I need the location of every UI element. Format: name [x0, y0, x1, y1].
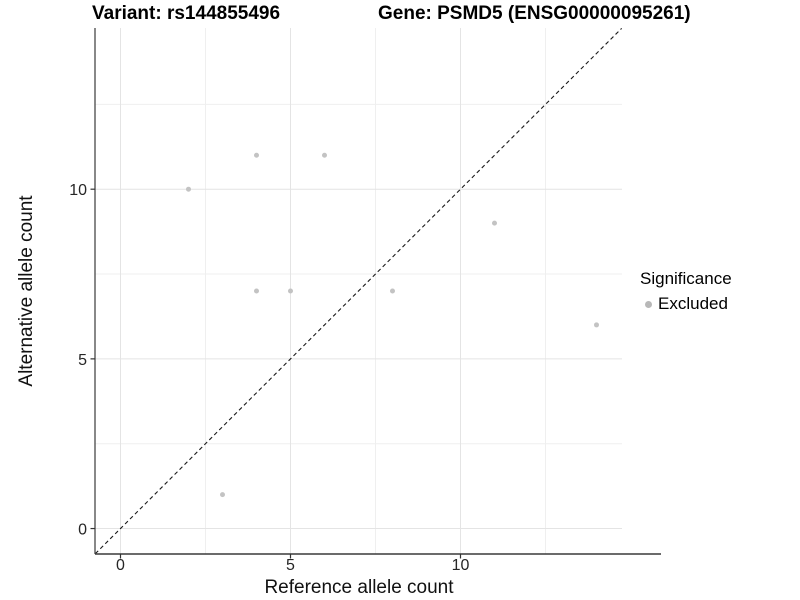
- data-point: [186, 186, 191, 192]
- variant-title: Variant: rs144855496: [92, 3, 281, 24]
- legend-item-excluded: Excluded: [640, 295, 732, 314]
- y-tick-label: 5: [78, 352, 87, 369]
- data-point: [254, 288, 259, 294]
- identity-line: [94, 27, 623, 555]
- data-point: [390, 288, 395, 294]
- legend: Significance Excluded: [640, 269, 732, 314]
- legend-item-label: Excluded: [658, 294, 728, 314]
- data-point: [492, 220, 497, 226]
- data-point: [322, 152, 327, 158]
- data-point: [220, 492, 225, 498]
- excluded-point-icon: [645, 301, 652, 309]
- y-tick-label: 10: [69, 182, 87, 199]
- legend-title: Significance: [640, 269, 732, 288]
- gene-title: Gene: PSMD5 (ENSG00000095261): [378, 3, 691, 24]
- data-point: [594, 322, 599, 328]
- y-tick-label: 0: [78, 522, 87, 539]
- x-tick-label: 10: [452, 557, 470, 574]
- data-point: [288, 288, 293, 294]
- x-tick-label: 0: [116, 557, 125, 574]
- y-axis-title: Alternative allele count: [16, 195, 37, 387]
- x-tick-label: 5: [286, 557, 295, 574]
- data-point: [254, 152, 259, 158]
- x-axis-title: Reference allele count: [264, 577, 454, 598]
